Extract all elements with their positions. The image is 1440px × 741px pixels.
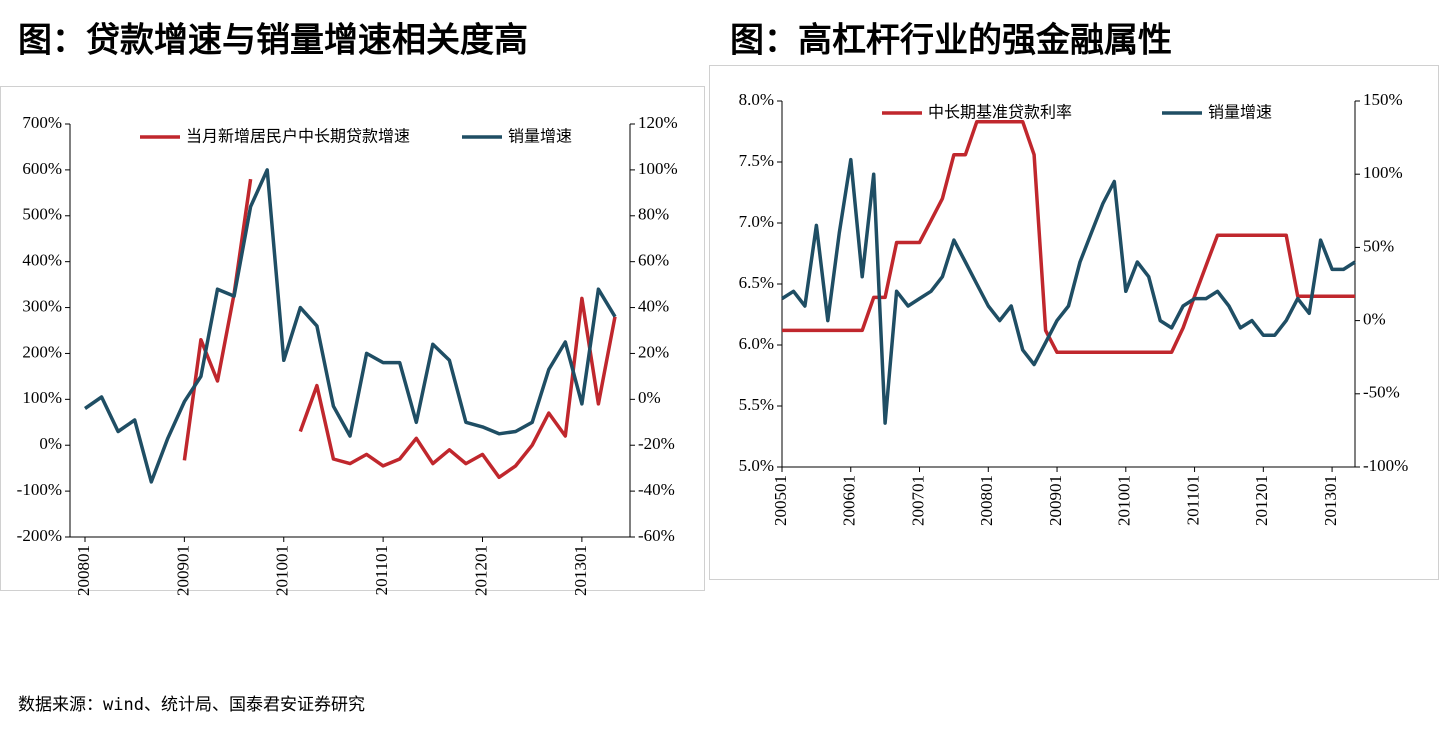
y2-tick-label: 0% (1363, 310, 1386, 329)
legend-label: 中长期基准贷款利率 (928, 103, 1072, 122)
y-tick-label: 6.5% (739, 273, 774, 292)
series-line (84, 168, 617, 484)
y2-tick-label: 100% (638, 159, 678, 178)
y2-tick-label: 60% (638, 251, 669, 270)
y-tick-label: 5.5% (739, 395, 774, 414)
x-tick-label: 201201 (1252, 475, 1271, 526)
y2-tick-label: -100% (1363, 456, 1408, 475)
x-tick-label: 200901 (1046, 475, 1065, 526)
legend-label: 销量增速 (1208, 103, 1272, 122)
y-tick-label: 0% (39, 434, 62, 453)
x-tick-label: 201101 (1183, 475, 1202, 525)
y-tick-label: -100% (17, 480, 62, 499)
panel (0, 86, 705, 591)
x-tick-label: 200701 (908, 475, 927, 526)
y2-tick-label: 0% (638, 388, 661, 407)
x-tick-label: 200801 (977, 475, 996, 526)
y-tick-label: 7.0% (739, 212, 774, 231)
x-tick-label: 200601 (840, 475, 859, 526)
y2-tick-label: 80% (638, 205, 669, 224)
y-tick-label: 7.5% (739, 151, 774, 170)
source-note: 数据来源：wind、统计局、国泰君安证券研究 (18, 695, 365, 715)
chart-title: 图：高杠杆行业的强金融属性 (730, 21, 1172, 61)
x-tick-label: 200801 (74, 545, 93, 596)
y-tick-label: 200% (22, 342, 62, 361)
x-tick-label: 201301 (571, 545, 590, 596)
series-line (782, 119, 1355, 355)
y-tick-label: 5.0% (739, 456, 774, 475)
y-tick-label: 100% (22, 388, 62, 407)
x-tick-label: 200901 (173, 545, 192, 596)
y-tick-label: 500% (22, 205, 62, 224)
panel (709, 65, 1439, 580)
series-line (182, 178, 617, 480)
y-tick-label: 600% (22, 159, 62, 178)
chart-title: 图：贷款增速与销量增速相关度高 (18, 21, 528, 61)
x-tick-label: 201101 (372, 545, 391, 595)
x-tick-label: 201201 (471, 545, 490, 596)
x-tick-label: 200501 (771, 475, 790, 526)
series-line (781, 157, 1356, 425)
x-tick-label: 201001 (273, 545, 292, 596)
y2-tick-label: 120% (638, 113, 678, 132)
y2-tick-label: -40% (638, 480, 675, 499)
y-tick-label: 300% (22, 296, 62, 315)
y2-tick-label: 20% (638, 342, 669, 361)
y2-tick-label: -20% (638, 434, 675, 453)
y-tick-label: 8.0% (739, 90, 774, 109)
x-tick-label: 201301 (1321, 475, 1340, 526)
y2-tick-label: -50% (1363, 383, 1400, 402)
y2-tick-label: 40% (638, 296, 669, 315)
y2-tick-label: -60% (638, 526, 675, 545)
x-tick-label: 201001 (1115, 475, 1134, 526)
y-tick-label: 700% (22, 113, 62, 132)
legend-label: 当月新增居民户中长期贷款增速 (186, 127, 410, 146)
y-tick-label: -200% (17, 526, 62, 545)
legend-label: 销量增速 (508, 127, 572, 146)
y-tick-label: 400% (22, 251, 62, 270)
y2-tick-label: 50% (1363, 236, 1394, 255)
y2-tick-label: 100% (1363, 163, 1403, 182)
y2-tick-label: 150% (1363, 90, 1403, 109)
y-tick-label: 6.0% (739, 334, 774, 353)
